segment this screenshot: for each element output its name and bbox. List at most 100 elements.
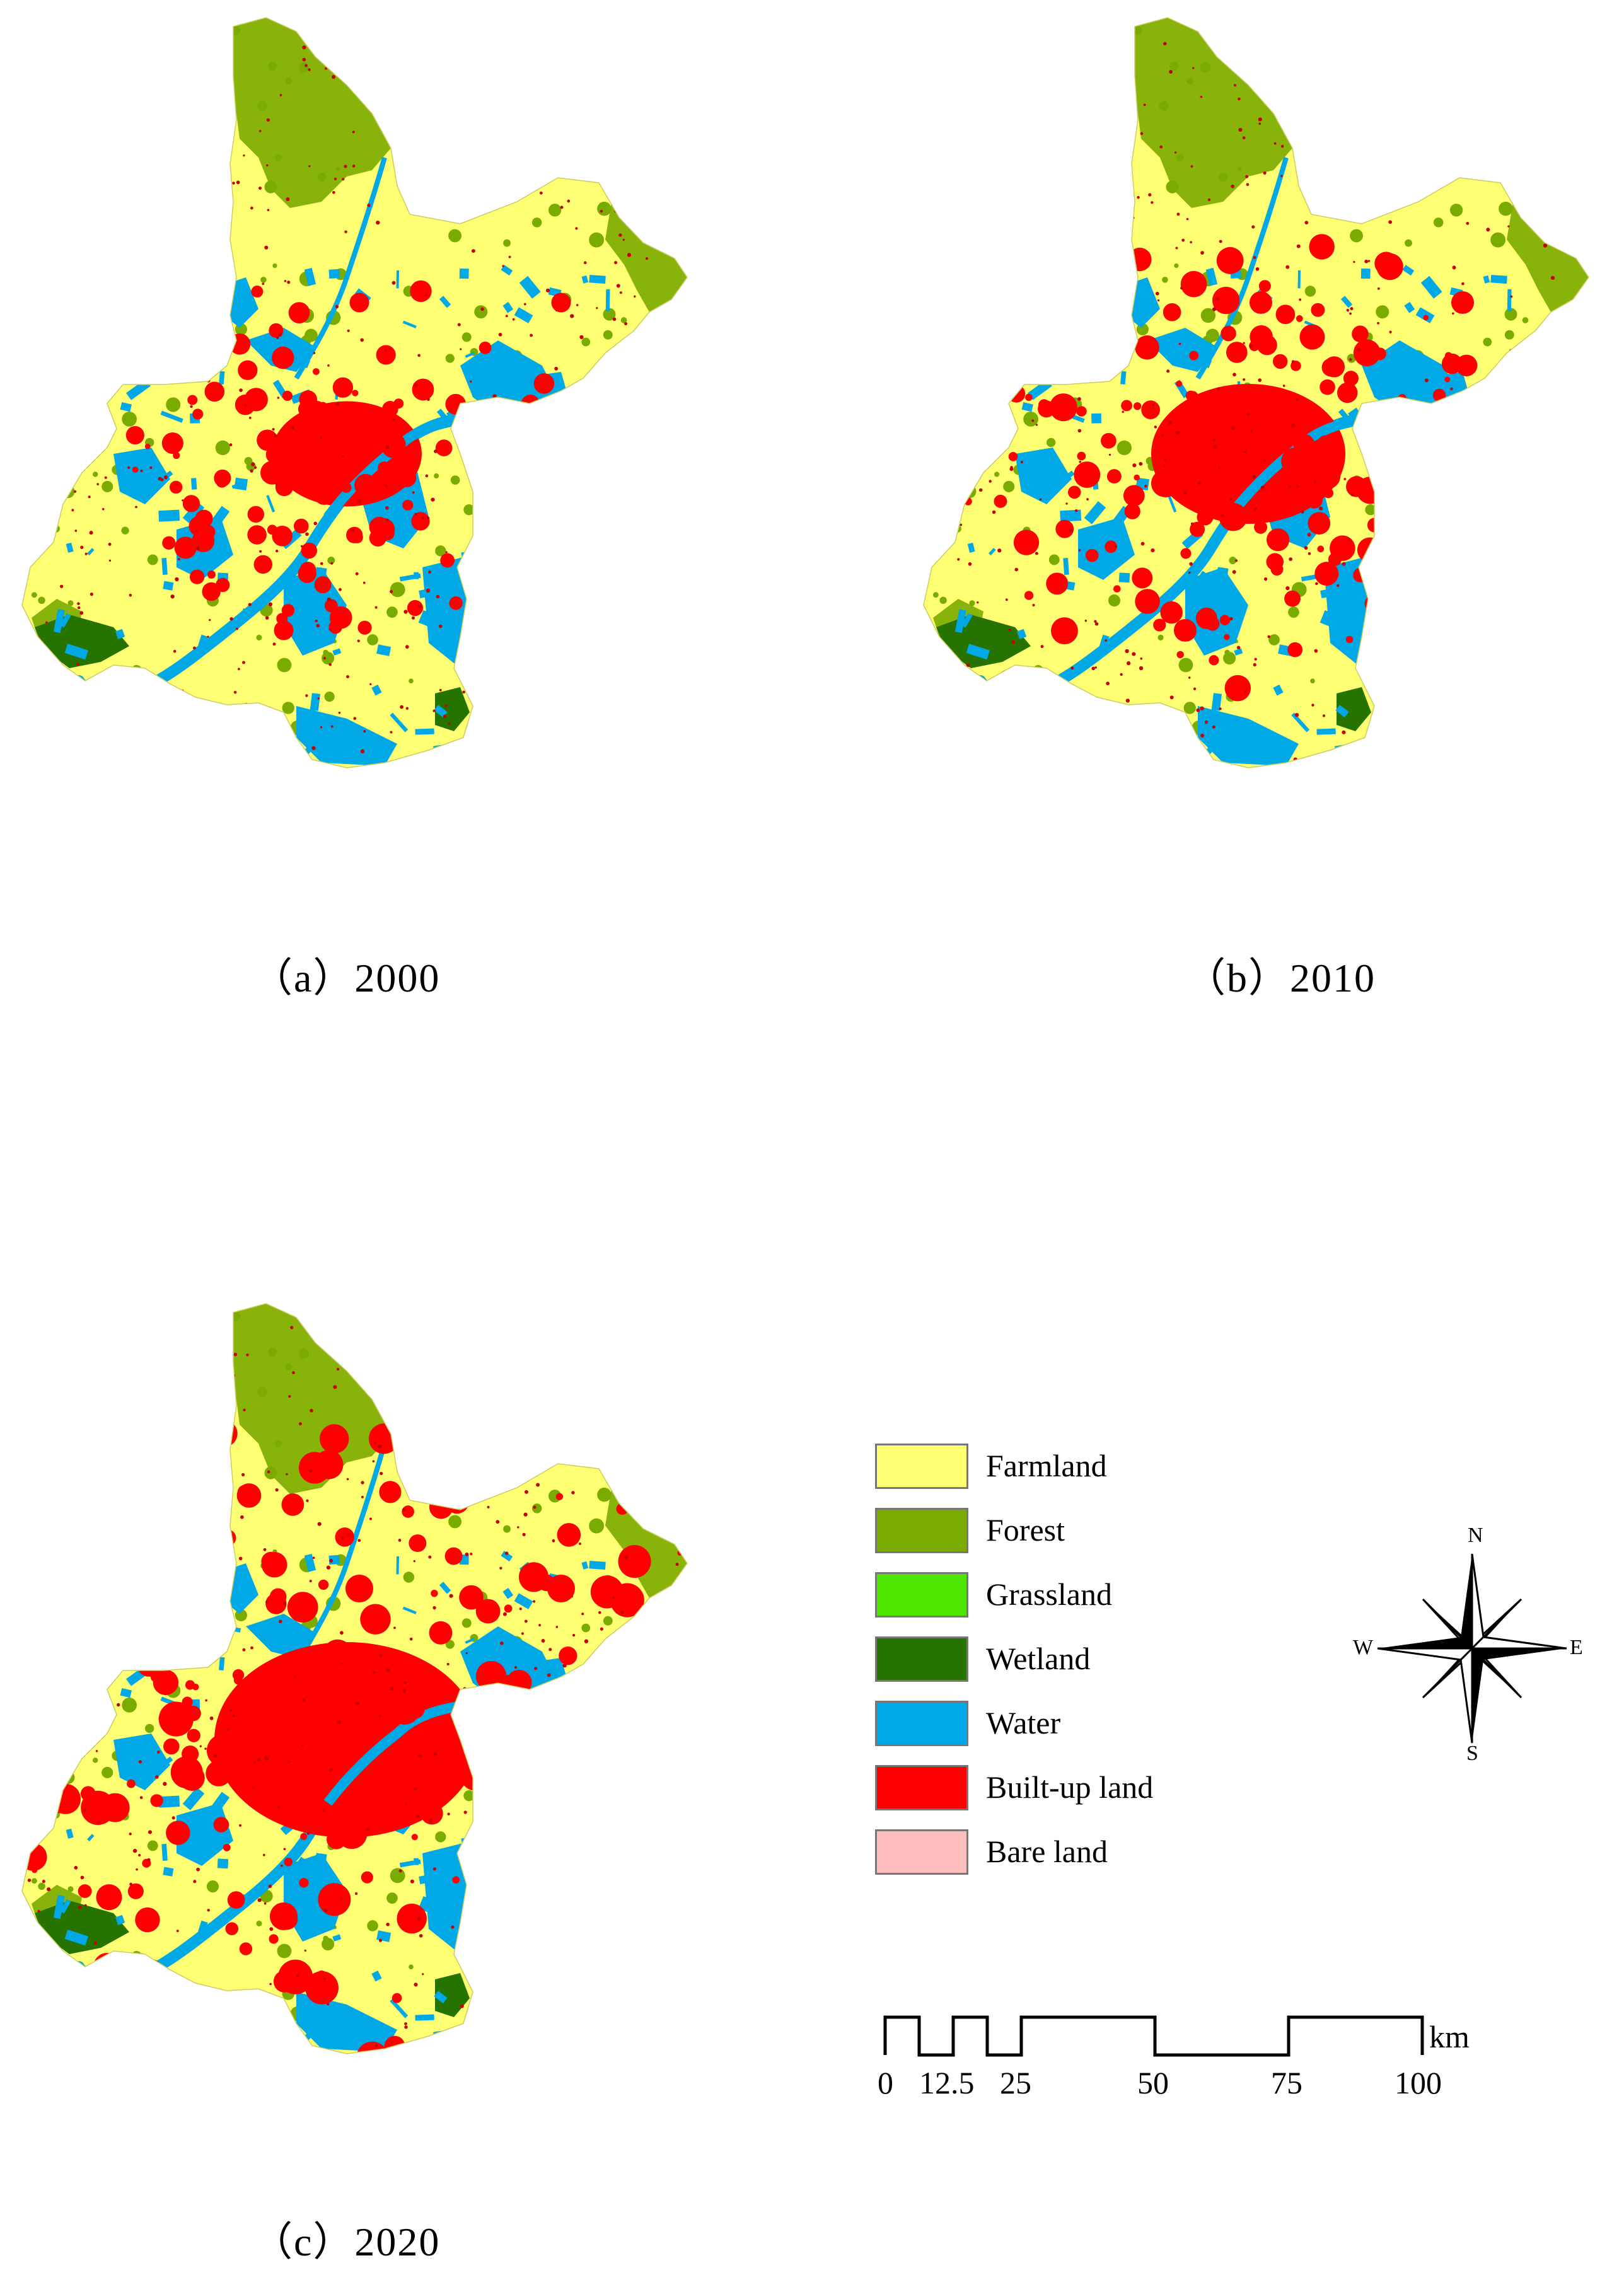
map-settlement-dot [1377,321,1379,325]
map-water-patch [66,1828,74,1839]
map-settlement-dot [937,252,940,255]
map-settlement-dot [1331,183,1335,187]
map-built-up-patch [187,1728,200,1742]
map-forest-patch [437,1489,449,1501]
legend-item-wetland: Wetland [875,1636,1228,1701]
map-forest-patch [502,488,509,494]
map-settlement-dot [107,1675,112,1680]
map-water-patch [1118,572,1130,583]
map-settlement-dot [620,1610,624,1614]
map-settlement-dot [153,695,158,700]
map-water-patch [197,291,206,298]
map-settlement-dot [485,737,489,741]
map-settlement-dot [1258,378,1262,383]
map-forest-patch [503,1525,511,1533]
map-built-up-patch [281,1671,308,1699]
map-settlement-dot [650,129,652,132]
map-settlement-dot [409,33,411,36]
map-water-patch [1131,719,1146,727]
map-water-patch [1224,586,1235,598]
map-settlement-dot [548,1837,553,1841]
map-settlement-dot [457,323,461,327]
map-settlement-dot [1198,481,1202,485]
map-settlement-dot [544,738,547,741]
map-forest-patch [659,73,671,86]
map-settlement-dot [612,317,617,321]
map-forest-patch [536,652,543,659]
scale-tick-label: 100 [1395,2065,1442,2100]
map-water-patch [311,1916,324,1937]
map-water-patch [332,1934,342,1942]
map-settlement-dot [1010,466,1013,469]
map-settlement-dot [1567,673,1569,676]
map-settlement-dot [42,1939,46,1943]
map-settlement-dot [229,90,232,93]
map-built-up-patch [144,1566,150,1573]
map-water-patch [253,743,264,757]
map-forest-patch [626,2034,634,2042]
map-built-up-patch [323,1639,352,1669]
map-forest-patch [1183,702,1196,714]
map-water-patch [1402,265,1415,276]
map-settlement-dot [426,588,431,593]
map-settlement-dot [560,1819,564,1824]
map-settlement-dot [262,1853,265,1856]
map-settlement-dot [572,1633,576,1637]
map-settlement-dot [94,90,98,93]
map-forest-patch [536,1938,543,1945]
map-built-up-patch [1456,354,1478,376]
map-settlement-dot [615,1985,618,1988]
map-water-patch [439,296,451,308]
map-forest-patch [566,708,576,718]
map-settlement-dot [484,1727,487,1730]
map-settlement-dot [1586,267,1589,270]
map-settlement-dot [1242,136,1246,140]
map-settlement-dot [250,469,253,473]
map-forest-patch [1237,167,1242,171]
map-settlement-dot [1504,761,1507,764]
map-settlement-dot [1007,726,1011,730]
map-settlement-dot [1206,33,1210,38]
map-built-up-patch [358,1796,365,1803]
map-settlement-dot [160,364,163,368]
map-settlement-dot [526,476,530,480]
map-settlement-dot [180,743,183,746]
map-water-patch [1060,509,1082,522]
map-water-patch [350,733,374,741]
map-settlement-dot [259,550,262,553]
map-settlement-dot [628,218,631,221]
map-settlement-dot [204,1747,207,1750]
map-settlement-dot [329,1558,334,1563]
map-settlement-dot [404,2025,408,2029]
map-settlement-dot [461,148,466,153]
map-settlement-dot [1013,713,1017,717]
map-settlement-dot [1461,282,1464,286]
map-settlement-dot [34,124,37,127]
map-settlement-dot [432,1606,436,1610]
map-settlement-dot [1120,673,1123,676]
map-settlement-dot [1347,538,1350,541]
map-settlement-dot [379,1715,381,1717]
map-forest-patch [548,204,562,217]
map-forest-patch [317,46,328,57]
map-water-patch [1384,461,1397,482]
map-settlement-dot [301,1744,304,1747]
map-forest-patch [1200,62,1210,73]
map-settlement-dot [37,1909,40,1913]
map-settlement-dot [612,33,615,37]
map-settlement-dot [27,1878,32,1882]
map-settlement-dot [224,163,228,166]
map-settlement-dot [577,1935,581,1939]
map-forest-patch [264,180,277,194]
map-built-up-patch [609,1670,637,1698]
map-built-up-patch [406,1774,434,1802]
map-built-up-patch [1134,474,1140,481]
map-built-up-patch [185,1680,195,1690]
map-water-patch [1439,434,1447,445]
map-built-up-patch [111,1651,119,1659]
map-forest-patch [461,1618,472,1628]
map-settlement-dot [465,1916,470,1920]
map-water-patch [609,587,615,596]
map-settlement-dot [308,68,311,71]
map-built-up-patch [188,516,209,536]
